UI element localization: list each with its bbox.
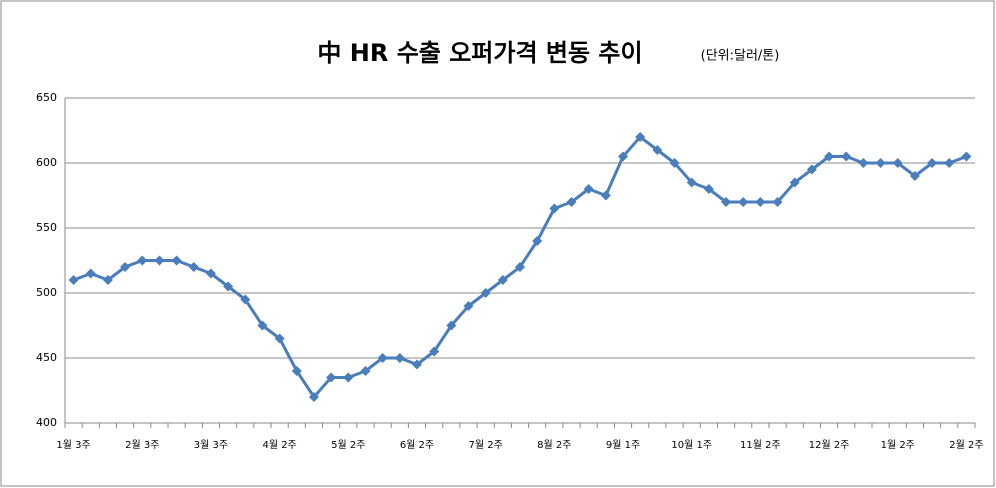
x-tick-label: 11월 2주 xyxy=(740,439,781,451)
data-point xyxy=(806,164,817,175)
data-point xyxy=(223,281,234,292)
data-point xyxy=(789,177,800,188)
data-point xyxy=(411,359,422,370)
data-point xyxy=(583,184,594,194)
data-point xyxy=(549,203,560,214)
data-point xyxy=(892,158,903,168)
data-point xyxy=(635,132,646,142)
data-point xyxy=(326,372,337,383)
data-point xyxy=(669,158,680,168)
data-point xyxy=(600,190,611,201)
data-point xyxy=(154,255,165,266)
data-point xyxy=(721,197,732,207)
data-point xyxy=(171,255,182,266)
data-point xyxy=(858,158,869,168)
data-point xyxy=(394,353,405,363)
data-point xyxy=(377,353,388,363)
data-point xyxy=(497,275,508,285)
x-tick-label: 5월 2주 xyxy=(331,439,365,451)
y-tick-label: 550 xyxy=(36,221,57,234)
y-tick-label: 600 xyxy=(36,156,57,169)
data-point xyxy=(205,268,216,279)
data-point xyxy=(515,262,525,272)
data-point xyxy=(755,197,766,207)
data-point xyxy=(875,158,886,168)
data-point xyxy=(738,197,749,207)
data-point xyxy=(102,275,113,285)
data-point xyxy=(463,301,474,311)
data-point xyxy=(188,262,199,272)
x-tick-label: 2월 2주 xyxy=(949,439,983,451)
data-point xyxy=(566,197,577,207)
data-point xyxy=(240,294,251,305)
data-point xyxy=(927,158,938,168)
data-point xyxy=(686,177,697,188)
chart-subtitle: (단위:달러/톤) xyxy=(701,49,780,64)
data-point xyxy=(944,158,955,168)
x-tick-label: 7월 2주 xyxy=(469,439,503,451)
data-point xyxy=(291,366,302,376)
data-point xyxy=(137,255,148,266)
data-point xyxy=(618,151,629,162)
data-point xyxy=(961,151,972,162)
x-tick-label: 9월 1주 xyxy=(606,439,640,451)
x-tick-label: 2월 3주 xyxy=(125,439,159,451)
data-point xyxy=(343,372,354,383)
x-tick-label: 10월 1주 xyxy=(671,439,712,451)
y-tick-label: 450 xyxy=(36,351,57,364)
x-tick-label: 4월 2주 xyxy=(262,439,296,451)
x-tick-label: 6월 2주 xyxy=(400,439,434,451)
data-point xyxy=(360,366,371,376)
data-point xyxy=(274,333,285,344)
data-point xyxy=(257,320,268,331)
data-point xyxy=(446,320,457,331)
data-point xyxy=(772,197,783,207)
data-point xyxy=(480,288,491,298)
x-tick-label: 1월 3주 xyxy=(56,439,90,451)
x-tick-label: 3월 3주 xyxy=(194,439,228,451)
data-point xyxy=(909,171,920,181)
y-tick-label: 500 xyxy=(36,286,57,299)
data-point xyxy=(841,151,852,162)
data-point xyxy=(824,151,835,162)
x-tick-label: 1월 2주 xyxy=(881,439,915,451)
x-tick-label: 8월 2주 xyxy=(537,439,571,451)
data-point xyxy=(429,346,440,357)
data-point xyxy=(652,145,663,155)
data-point xyxy=(308,392,319,402)
data-point xyxy=(68,275,79,285)
y-tick-label: 650 xyxy=(36,91,57,104)
data-point xyxy=(120,262,131,272)
data-point xyxy=(532,236,543,246)
chart-title: 中 HR 수출 오퍼가격 변동 추이 xyxy=(317,39,642,67)
data-point xyxy=(703,184,714,194)
data-point xyxy=(85,268,96,279)
x-tick-label: 12월 2주 xyxy=(809,439,850,451)
y-tick-label: 400 xyxy=(36,416,57,429)
